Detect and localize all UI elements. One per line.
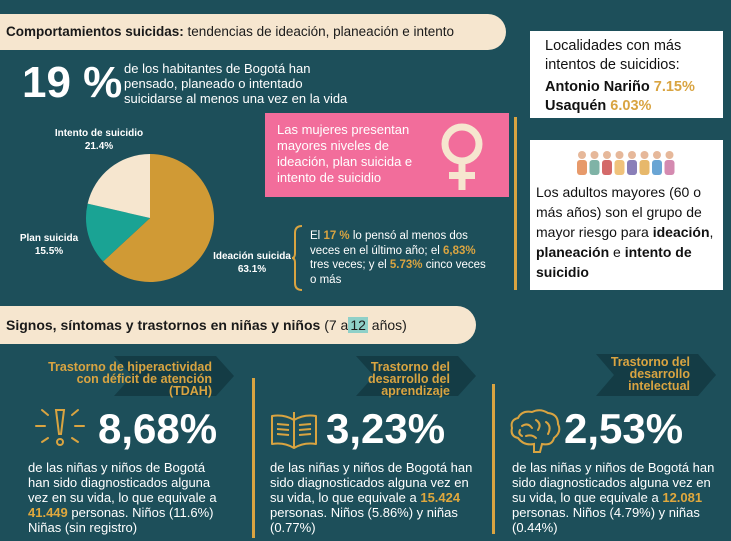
pie-label-ideacion-value: 63.1% [237,264,267,275]
note-v3: 5.73% [389,259,423,271]
person-head [615,151,624,159]
pie-label-ideacion: Ideación suicida 63.1% [204,250,300,276]
headline-text: de los habitantes de Bogotá han pensado,… [124,61,348,106]
note-v1: 17 % [323,230,350,242]
gold-divider-top [514,117,517,290]
disorder-t1-2: de las niñas y niños de Bogotá han sido … [270,460,473,505]
adultos-b2: planeación [536,244,610,260]
adultos-b1: ideación [652,224,710,240]
adultos-b3: intento de suicidio [536,244,692,280]
header-title-rest: tendencias de ideación, planeación e int… [187,24,455,39]
disorder-title-3: Trastorno del desarrollo intelectual [610,355,690,393]
section2-title-post: años) [371,317,407,333]
note-p1: El [310,230,321,242]
disorder-count-3: 12.081 [662,490,703,505]
chevron-banner-1 [114,356,234,396]
person-body [664,160,675,175]
ideation-note: El 17 % lo pensó al menos dos veces en e… [310,229,495,287]
section2-title-hl: 12 [348,317,368,333]
disorder-count-1: 41.449 [28,505,68,520]
localidad-name-2: Usaquén [545,98,607,114]
adultos-box: Los adultos mayores (60 o más años) son … [530,140,723,290]
headline-percent: 19 % [22,58,123,107]
pie-label-ideacion-name: Ideación suicida [213,251,291,262]
note-p3: tres veces; y el [310,259,387,271]
alert-icon [35,409,85,446]
disorder-percent-2: 3,23% [326,405,446,452]
person-head [628,151,636,159]
adultos-t2: , [709,224,714,240]
note-p2: lo pensó al menos dos veces en el último… [310,230,468,257]
person-head [653,151,661,159]
pie-slice-ideaci-n-suicida [103,154,214,282]
localidad-item-1: Antonio Nariño 7.15% [545,78,695,97]
adultos-text: Los adultos mayores (60 o más años) son … [536,182,720,282]
female-symbol-icon [441,123,483,190]
women-box: Las mujeres presentan mayores niveles de… [265,113,509,197]
pie-label-intento-value: 21.4% [84,141,114,152]
brain-icon [510,409,561,453]
disorder-percent-1: 8,68% [98,405,218,452]
disorder-text-2: de las niñas y niños de Bogotá han sido … [270,460,480,535]
person-body [589,160,600,175]
disorder-title-2: Trastorno del desarrollo del aprendizaje [368,360,450,398]
disorder-t2-3: personas. Niños (4.79%) y niñas (0.44%) [512,505,700,535]
adultos-t3: e [613,244,621,260]
person-body [652,160,662,175]
section2-title-bold: Signos, síntomas y trastornos en niñas y… [6,317,321,333]
pie-label-plan-value: 15.5% [34,246,64,257]
person-body [627,160,637,175]
people-group-icon [577,151,675,175]
disorder-t1-3: de las niñas y niños de Bogotá han sido … [512,460,715,505]
pie-slice-plan-suicida [86,203,150,262]
disorder-text-3: de las niñas y niños de Bogotá han sido … [512,460,722,535]
pie-label-intento: Intento de suicidio 21.4% [34,127,164,153]
disorder-t2-1: personas. Niños (11.6%) Niñas (sin regis… [28,505,214,535]
disorder-t1-1: de las niñas y niños de Bogotá han sido … [28,460,217,505]
person-body [602,160,612,175]
note-p4: cinco veces o más [310,259,486,286]
section2-title-pre: (7 a [324,317,349,333]
person-head [640,151,649,159]
disorder-text-1: de las niñas y niños de Bogotá han sido … [28,460,228,535]
header-title-bold: Comportamientos suicidas: [6,24,184,39]
localidad-name-1: Antonio Nariño [545,79,650,95]
pie-label-intento-name: Intento de suicidio [54,128,144,139]
bracket-icon [292,225,303,291]
person-head [603,151,611,159]
section-header-children: Signos, síntomas y trastornos en niñas y… [0,306,476,344]
pie-chart [86,154,214,282]
disorder-title-1: Trastorno de hiperactividad con déficit … [48,360,212,398]
person-head [578,151,586,159]
person-body [614,160,625,175]
person-body [577,160,587,175]
disorder-percent-3: 2,53% [564,405,684,452]
women-box-text: Las mujeres presentan mayores niveles de… [277,122,413,185]
gold-divider-col1 [252,378,255,538]
pie-slice-intento-de-suicidio [87,154,150,218]
chevron-banner-3 [596,354,716,396]
chevron-banner-2 [356,356,476,396]
pie-label-plan: Plan suicida 15.5% [4,232,94,258]
gold-divider-col2 [492,384,495,534]
localidades-title: Localidades con más intentos de suicidio… [545,38,682,73]
disorder-count-2: 15.424 [420,490,461,505]
person-head [590,151,599,159]
localidades-box: Localidades con más intentos de suicidio… [530,31,723,118]
book-icon [271,412,317,449]
adultos-t1: Los adultos mayores (60 o más años) son … [536,184,702,240]
person-head [665,151,674,159]
disorder-t2-2: personas. Niños (5.86%) y niñas (0.77%) [270,505,458,535]
localidad-value-1: 7.15% [653,79,695,95]
localidad-item-2: Usaquén 6.03% [545,97,651,116]
note-v2: 6,83% [442,244,476,257]
section-header-suicidal: Comportamientos suicidas: tendencias de … [0,14,506,50]
person-body [639,160,650,175]
pie-label-plan-name: Plan suicida [19,233,79,244]
localidad-value-2: 6.03% [610,98,652,114]
